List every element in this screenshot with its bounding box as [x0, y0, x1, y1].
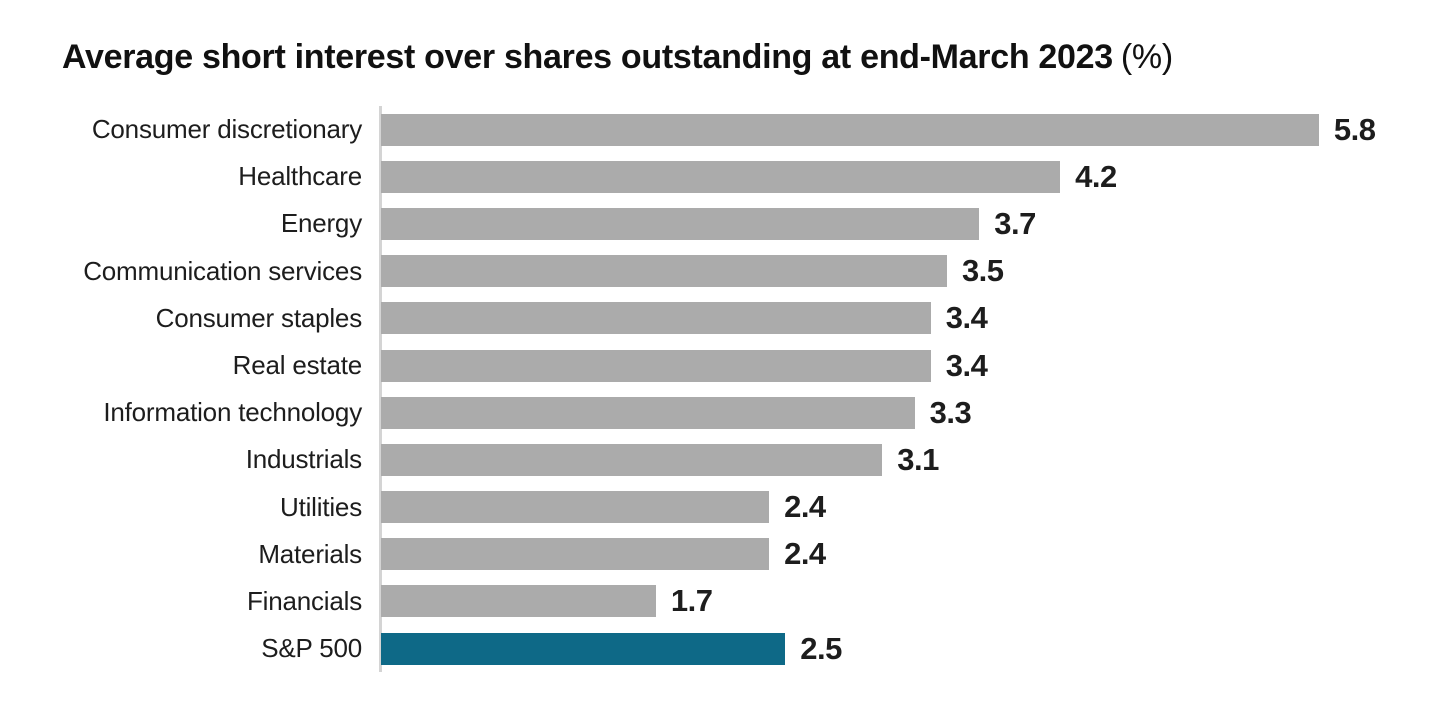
bar [381, 538, 770, 571]
category-label: Communication services [83, 255, 362, 286]
bar-row: Information technology 3.3 [0, 389, 1438, 436]
bar-row: Financials 1.7 [0, 578, 1438, 625]
bar [381, 113, 1319, 146]
bar [381, 302, 931, 335]
category-label: Consumer discretionary [91, 114, 362, 145]
bar [381, 443, 883, 476]
category-label: Energy [280, 208, 362, 239]
value-label: 3.1 [897, 441, 939, 477]
bar-row: Communication services 3.5 [0, 248, 1438, 295]
bar [381, 207, 980, 240]
bar-row: Consumer discretionary 5.8 [0, 106, 1438, 153]
category-label: Real estate [232, 350, 363, 381]
value-label: 2.4 [784, 489, 826, 525]
y-axis-line [379, 106, 382, 672]
bar [381, 349, 931, 382]
bar [381, 255, 947, 288]
bar-rows: Consumer discretionary 5.8 Healthcare 4.2 En… [0, 106, 1438, 672]
bar-row: Energy 3.7 [0, 200, 1438, 247]
value-label: 3.4 [945, 300, 988, 336]
value-label: 3.3 [929, 394, 972, 430]
value-label: 2.5 [800, 630, 842, 666]
bar-row: S&P 500 2.5 [0, 625, 1438, 672]
value-label: 1.7 [670, 583, 713, 619]
bar-highlight [381, 632, 786, 665]
chart-title-text: Average short interest over shares outst… [62, 38, 1113, 76]
value-label: 3.5 [961, 253, 1004, 289]
value-label: 4.2 [1075, 158, 1117, 194]
chart-title-unit: (%) [1120, 38, 1173, 76]
category-label: Industrials [245, 444, 363, 475]
category-label: Financials [246, 585, 362, 616]
bar [381, 396, 915, 429]
bar-row: Utilities 2.4 [0, 484, 1438, 531]
category-label: Materials [258, 538, 362, 569]
bar-row: Consumer staples 3.4 [0, 295, 1438, 342]
value-label: 2.4 [784, 536, 826, 572]
bar [381, 585, 656, 618]
category-label: Consumer staples [155, 302, 363, 333]
chart-title: Average short interest over shares outst… [62, 38, 1173, 77]
bar-row: Industrials 3.1 [0, 436, 1438, 483]
plot-area: Consumer discretionary 5.8 Healthcare 4.2 En… [0, 106, 1438, 672]
value-label: 5.8 [1333, 111, 1376, 147]
value-label: 3.4 [945, 347, 988, 383]
category-label: Healthcare [238, 161, 362, 192]
bar [381, 160, 1061, 193]
bar-row: Materials 2.4 [0, 531, 1438, 578]
value-label: 3.7 [994, 205, 1036, 241]
bar [381, 491, 770, 524]
category-label: S&P 500 [261, 633, 362, 664]
bar-row: Real estate 3.4 [0, 342, 1438, 389]
bar-row: Healthcare 4.2 [0, 153, 1438, 200]
category-label: Utilities [280, 491, 362, 522]
category-label: Information technology [103, 397, 362, 428]
